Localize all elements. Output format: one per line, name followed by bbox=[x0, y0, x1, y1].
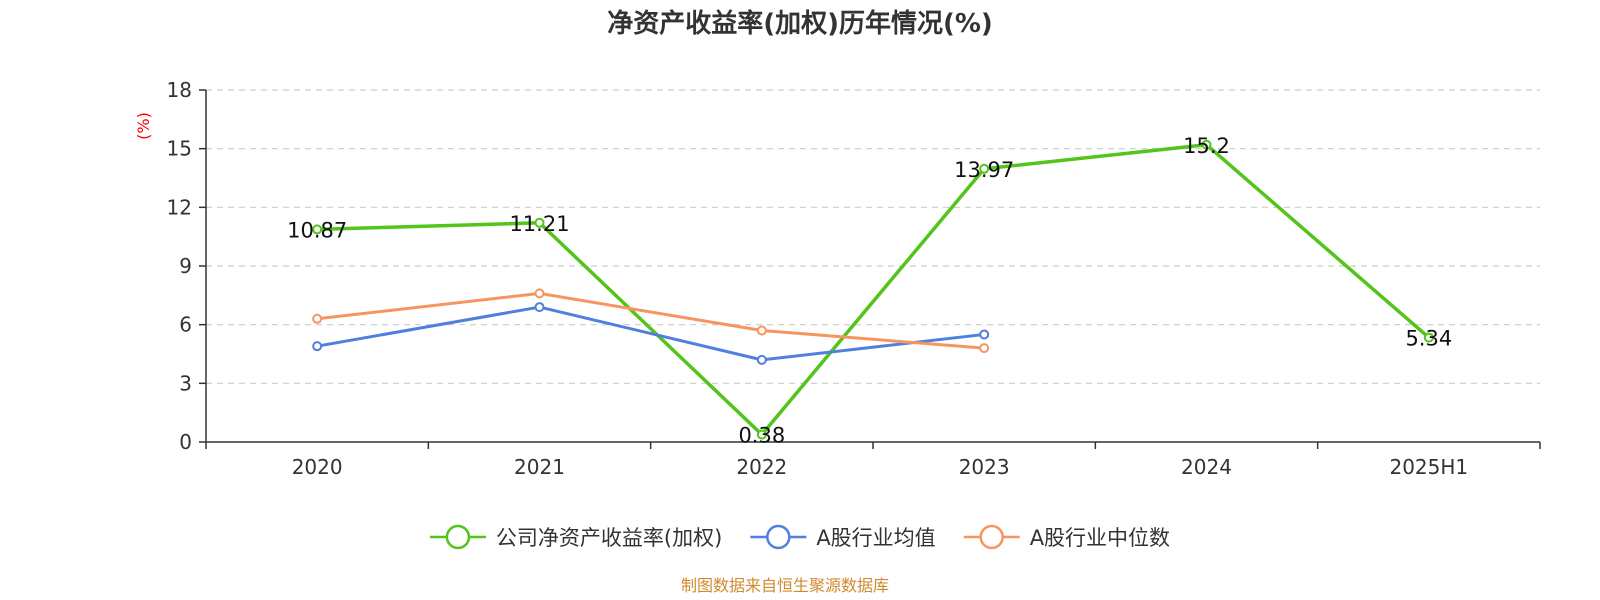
data-label: 0.38 bbox=[738, 424, 785, 448]
data-point[interactable] bbox=[979, 329, 990, 340]
data-point[interactable] bbox=[756, 354, 767, 365]
legend-circle-icon bbox=[445, 524, 471, 550]
x-tick-label: 2022 bbox=[736, 455, 787, 479]
data-labels: 10.87 11.21 0.38 13.97 15.2 5.34 bbox=[287, 134, 1452, 448]
data-point[interactable] bbox=[312, 313, 323, 324]
x-tick-label: 2020 bbox=[292, 455, 343, 479]
data-label: 11.21 bbox=[509, 212, 569, 236]
y-tick-label: 15 bbox=[167, 137, 192, 161]
y-tick-label: 9 bbox=[179, 254, 192, 278]
data-point[interactable] bbox=[534, 217, 545, 228]
data-point[interactable] bbox=[756, 325, 767, 336]
data-point[interactable] bbox=[756, 429, 767, 440]
legend-item[interactable]: 公司净资产收益率(加权) bbox=[429, 524, 722, 550]
data-label: 5.34 bbox=[1405, 327, 1452, 351]
data-point[interactable] bbox=[534, 288, 545, 299]
legend-item[interactable]: A股行业中位数 bbox=[963, 524, 1170, 550]
y-axis-label: (%) bbox=[134, 112, 153, 140]
source-note: 制图数据来自恒生聚源数据库 bbox=[681, 576, 889, 595]
axes: 0 3 6 9 12 15 18 2020 2021 2022 2023 2024 2025H1 bbox=[167, 78, 1541, 479]
legend[interactable]: 公司净资产收益率(加权) A股行业均值 A股行业中位数 bbox=[429, 524, 1170, 550]
legend-circle-icon bbox=[979, 524, 1004, 550]
data-label: 15.2 bbox=[1183, 134, 1230, 158]
series-line-1 bbox=[316, 305, 985, 362]
gridlines bbox=[206, 89, 1540, 384]
x-tick-label: 2025H1 bbox=[1389, 455, 1468, 479]
data-point[interactable] bbox=[1201, 139, 1212, 150]
chart-title: 净资产收益率(加权)历年情况(%) bbox=[607, 8, 993, 39]
data-point[interactable] bbox=[312, 224, 323, 235]
data-point[interactable] bbox=[1423, 332, 1434, 343]
legend-circle-icon bbox=[766, 524, 791, 550]
data-point[interactable] bbox=[979, 163, 990, 174]
y-tick-label: 12 bbox=[167, 195, 192, 219]
data-label: 10.87 bbox=[287, 218, 347, 242]
x-tick-label: 2024 bbox=[1181, 455, 1232, 479]
y-tick-label: 3 bbox=[179, 371, 192, 395]
data-point[interactable] bbox=[312, 341, 323, 352]
data-point[interactable] bbox=[534, 302, 545, 313]
legend-label: A股行业均值 bbox=[816, 526, 935, 550]
data-label: 13.97 bbox=[954, 158, 1014, 182]
legend-item[interactable]: A股行业均值 bbox=[750, 524, 936, 550]
series-line-0 bbox=[317, 143, 1430, 437]
series-line-2 bbox=[316, 291, 985, 350]
y-tick-label: 6 bbox=[179, 313, 192, 337]
x-tick-label: 2021 bbox=[514, 455, 565, 479]
data-point[interactable] bbox=[979, 343, 990, 354]
x-tick-label: 2023 bbox=[959, 455, 1010, 479]
series-lines bbox=[312, 139, 1434, 440]
legend-label: 公司净资产收益率(加权) bbox=[496, 526, 722, 550]
y-tick-label: 18 bbox=[167, 78, 192, 102]
legend-label: A股行业中位数 bbox=[1030, 526, 1170, 550]
y-tick-label: 0 bbox=[179, 430, 192, 454]
